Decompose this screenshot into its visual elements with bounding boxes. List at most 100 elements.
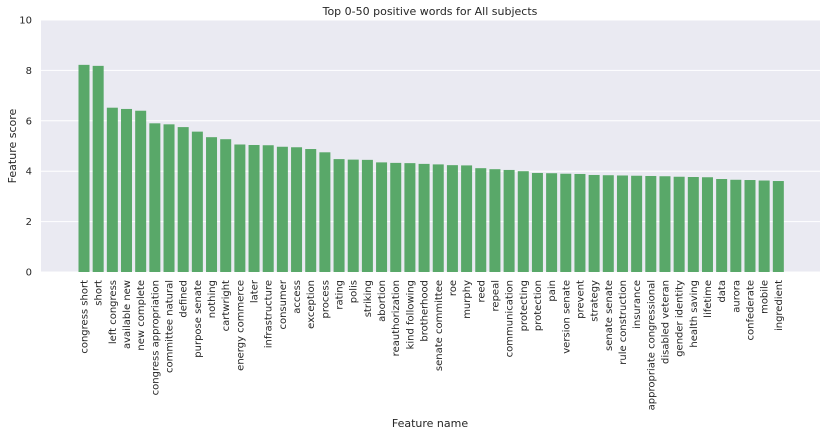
bar — [333, 159, 345, 272]
x-tick-labels: congress short short left congress availabl… — [80, 279, 785, 410]
x-tick-label: infrastructure — [264, 280, 275, 348]
bar — [206, 137, 218, 272]
x-tick-label: protection — [533, 280, 544, 331]
x-tick-label: congress appropriation — [150, 280, 161, 395]
x-tick-label: pain — [547, 280, 558, 302]
x-tick-label: brotherhood — [420, 280, 431, 342]
bars — [78, 64, 784, 273]
bar — [716, 179, 728, 272]
bar — [588, 174, 600, 272]
x-tick-label: strategy — [590, 280, 601, 322]
y-tick-label: 4 — [26, 167, 32, 178]
bar — [319, 152, 331, 272]
bar — [546, 173, 558, 272]
x-tick-label: kind following — [405, 280, 416, 349]
x-tick-label: murphy — [462, 280, 473, 319]
x-tick-label: gender identity — [675, 280, 686, 357]
x-tick-label: cartwright — [221, 280, 232, 331]
bar — [432, 164, 444, 272]
y-tick-label: 0 — [26, 268, 32, 279]
bar — [659, 176, 671, 272]
bar — [234, 144, 246, 272]
bar — [701, 177, 713, 272]
bar — [744, 180, 756, 272]
x-tick-label: defined — [179, 280, 190, 318]
x-tick-label: new complete — [136, 280, 147, 351]
bar — [631, 175, 643, 272]
x-tick-label: insurance — [632, 280, 643, 329]
chart-title: Top 0-50 positive words for All subjects — [322, 5, 538, 18]
bar — [772, 181, 784, 272]
bar — [248, 144, 260, 272]
bar — [602, 175, 614, 272]
x-tick-label: left congress — [108, 280, 119, 344]
x-tick-label: protecting — [519, 280, 530, 331]
x-tick-label: aurora — [731, 280, 742, 313]
x-tick-label: rating — [335, 280, 346, 310]
y-tick-labels: 0 2 4 6 8 10 — [19, 16, 32, 279]
bar — [361, 159, 373, 272]
x-tick-label: prevent — [575, 280, 586, 319]
y-axis-label: Feature score — [6, 108, 19, 183]
bar — [730, 179, 742, 272]
x-tick-label: repeal — [490, 280, 501, 311]
x-tick-label: nothing — [207, 280, 218, 318]
bar — [135, 110, 147, 272]
x-tick-label: appropriate congressional — [646, 280, 657, 410]
bar — [489, 169, 501, 272]
bar — [645, 175, 657, 272]
x-tick-label: lifetime — [703, 280, 714, 318]
x-axis-label: Feature name — [392, 417, 468, 430]
bar — [418, 163, 430, 272]
bar — [475, 168, 487, 272]
bar — [574, 173, 586, 272]
x-tick-label: reed — [476, 280, 487, 303]
bar — [305, 149, 317, 272]
bar — [149, 123, 161, 272]
bar — [404, 163, 416, 272]
bar — [461, 165, 473, 272]
x-tick-label: abortion — [377, 280, 388, 322]
bar — [446, 165, 458, 272]
bar — [687, 176, 699, 272]
y-tick-label: 6 — [26, 116, 32, 127]
x-tick-label: striking — [363, 280, 374, 317]
x-tick-label: reauthorization — [391, 280, 402, 356]
x-tick-label: health saving — [689, 280, 700, 348]
x-tick-label: consumer — [278, 279, 289, 329]
x-tick-label: mobile — [760, 280, 771, 314]
bar — [191, 131, 203, 272]
x-tick-label: senate committee — [434, 280, 445, 371]
x-tick-label: communication — [505, 280, 516, 357]
bar — [390, 162, 402, 272]
bar — [758, 180, 770, 272]
bar — [531, 172, 543, 272]
x-tick-label: roe — [448, 280, 459, 296]
bar — [220, 139, 232, 272]
bar — [78, 64, 90, 272]
x-tick-label: available new — [122, 280, 133, 349]
y-tick-label: 10 — [19, 16, 32, 27]
y-tick-label: 2 — [26, 217, 32, 228]
bar — [673, 176, 685, 272]
x-tick-label: energy commerce — [235, 280, 246, 371]
x-tick-label: exception — [306, 280, 317, 329]
x-tick-label: confederate — [745, 280, 756, 340]
bar — [376, 162, 388, 272]
x-tick-label: short — [94, 280, 105, 306]
x-tick-label: purpose senate — [193, 280, 204, 358]
bar — [503, 169, 515, 272]
x-tick-label: polis — [349, 280, 360, 303]
bar — [163, 124, 175, 272]
bar — [121, 108, 133, 273]
bar — [347, 159, 359, 272]
bar — [616, 175, 628, 272]
bar — [177, 127, 189, 272]
bar — [291, 147, 303, 272]
y-tick-label: 8 — [26, 66, 32, 77]
x-tick-label: process — [320, 280, 331, 318]
bar — [106, 107, 118, 272]
x-tick-label: later — [250, 279, 261, 303]
x-tick-label: senate senate — [604, 280, 615, 351]
